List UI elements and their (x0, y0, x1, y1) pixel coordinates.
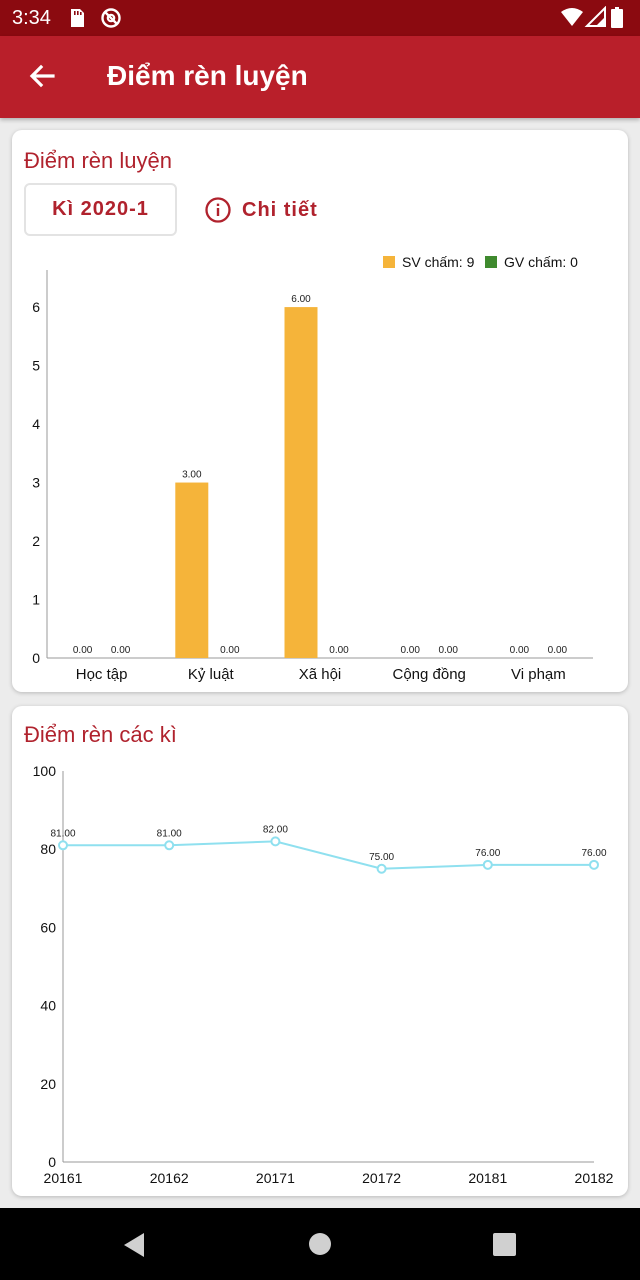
point-value-label: 75.00 (369, 852, 394, 863)
y-tick-label: 1 (32, 592, 40, 608)
x-category-label: 20171 (256, 1170, 295, 1186)
bar-value-label: 0.00 (329, 645, 349, 656)
y-tick-label: 20 (40, 1076, 56, 1092)
y-tick-label: 2 (32, 533, 40, 549)
legend-swatch (383, 256, 395, 268)
signal-icon (584, 6, 606, 27)
bar-value-label: 0.00 (510, 645, 530, 656)
status-icons-right (561, 6, 623, 28)
y-tick-label: 6 (32, 299, 40, 315)
y-tick-label: 100 (33, 763, 57, 779)
page-title: Điểm rèn luyện (107, 60, 308, 91)
battery-icon (611, 7, 623, 28)
x-category-label: 20181 (468, 1170, 507, 1186)
bar-value-label: 0.00 (548, 645, 568, 656)
bar-value-label: 6.00 (291, 294, 311, 305)
y-tick-label: 60 (40, 919, 56, 935)
nav-back-icon[interactable] (122, 1232, 146, 1258)
y-tick-label: 0 (32, 650, 40, 666)
y-tick-label: 80 (40, 841, 56, 857)
series-line (63, 840, 594, 870)
status-bar: 3:34 (0, 0, 640, 36)
data-point (270, 836, 281, 847)
data-saver-icon (101, 8, 121, 28)
x-category-label: Xã hội (299, 666, 342, 683)
arrow-back-icon[interactable] (20, 56, 62, 98)
bar-value-label: 0.00 (400, 645, 420, 656)
sd-card-icon (71, 9, 84, 27)
data-point (589, 859, 599, 870)
point-value-label: 81.00 (50, 828, 75, 839)
point-value-label: 76.00 (475, 848, 500, 859)
point-value-label: 76.00 (581, 848, 606, 859)
x-category-label: Cộng đồng (392, 666, 465, 683)
bar (175, 482, 209, 658)
bar-value-label: 0.00 (73, 645, 93, 656)
status-time: 3:34 (12, 7, 51, 29)
y-tick-label: 40 (40, 998, 56, 1014)
history-card: Điểm rèn các kì 0 20 40 60 80 100 20161 20162 20… (12, 706, 628, 1196)
semester-select-button[interactable]: Kì 2020-1 (24, 183, 177, 236)
history-line-chart: 0 20 40 60 80 100 20161 20162 20171 20172 20181 201… (33, 763, 614, 1186)
wifi-icon (561, 8, 583, 26)
bar-value-label: 0.00 (220, 645, 240, 656)
score-bar-chart: 0 1 2 3 4 5 6 Học tập 0.00 0.00 Kỷ luật 3.00 0.00 Xã … (32, 254, 593, 683)
y-tick-label: 3 (32, 475, 40, 491)
x-category-label: Vi phạm (511, 666, 566, 683)
legend-label: GV chấm: 0 (504, 254, 578, 270)
score-card-title: Điểm rèn luyện (24, 148, 172, 173)
bar-value-label: 0.00 (438, 645, 458, 656)
x-category-label: Học tập (76, 666, 128, 683)
app-bar: Điểm rèn luyện (0, 36, 640, 118)
legend-swatch (485, 256, 497, 268)
data-point (164, 840, 175, 851)
bar-value-label: 3.00 (182, 470, 202, 481)
x-category-label: 20172 (362, 1170, 401, 1186)
system-nav-bar (0, 1208, 640, 1280)
point-value-label: 81.00 (157, 828, 182, 839)
data-point (58, 840, 68, 851)
data-point (482, 859, 493, 870)
detail-button[interactable]: Chi tiết (204, 192, 318, 228)
info-icon (205, 197, 231, 223)
data-point (376, 863, 387, 874)
nav-home-icon[interactable] (308, 1232, 332, 1256)
x-category-label: Kỷ luật (188, 666, 235, 683)
bar-value-label: 0.00 (111, 645, 131, 656)
detail-label: Chi tiết (242, 198, 318, 221)
nav-recents-icon[interactable] (493, 1233, 516, 1256)
x-category-label: 20162 (150, 1170, 189, 1186)
score-card: Điểm rèn luyện Kì 2020-1 Chi tiết 0 1 2 3 4 5… (12, 130, 628, 692)
status-icons-left (71, 8, 121, 28)
x-category-label: 20161 (44, 1170, 83, 1186)
y-tick-label: 5 (32, 358, 40, 374)
point-value-label: 82.00 (263, 824, 288, 835)
x-category-label: 20182 (575, 1170, 614, 1186)
y-tick-label: 0 (48, 1154, 56, 1170)
y-tick-label: 4 (32, 416, 40, 432)
history-card-title: Điểm rèn các kì (24, 722, 177, 747)
bar (284, 307, 318, 658)
legend-label: SV chấm: 9 (402, 254, 475, 270)
